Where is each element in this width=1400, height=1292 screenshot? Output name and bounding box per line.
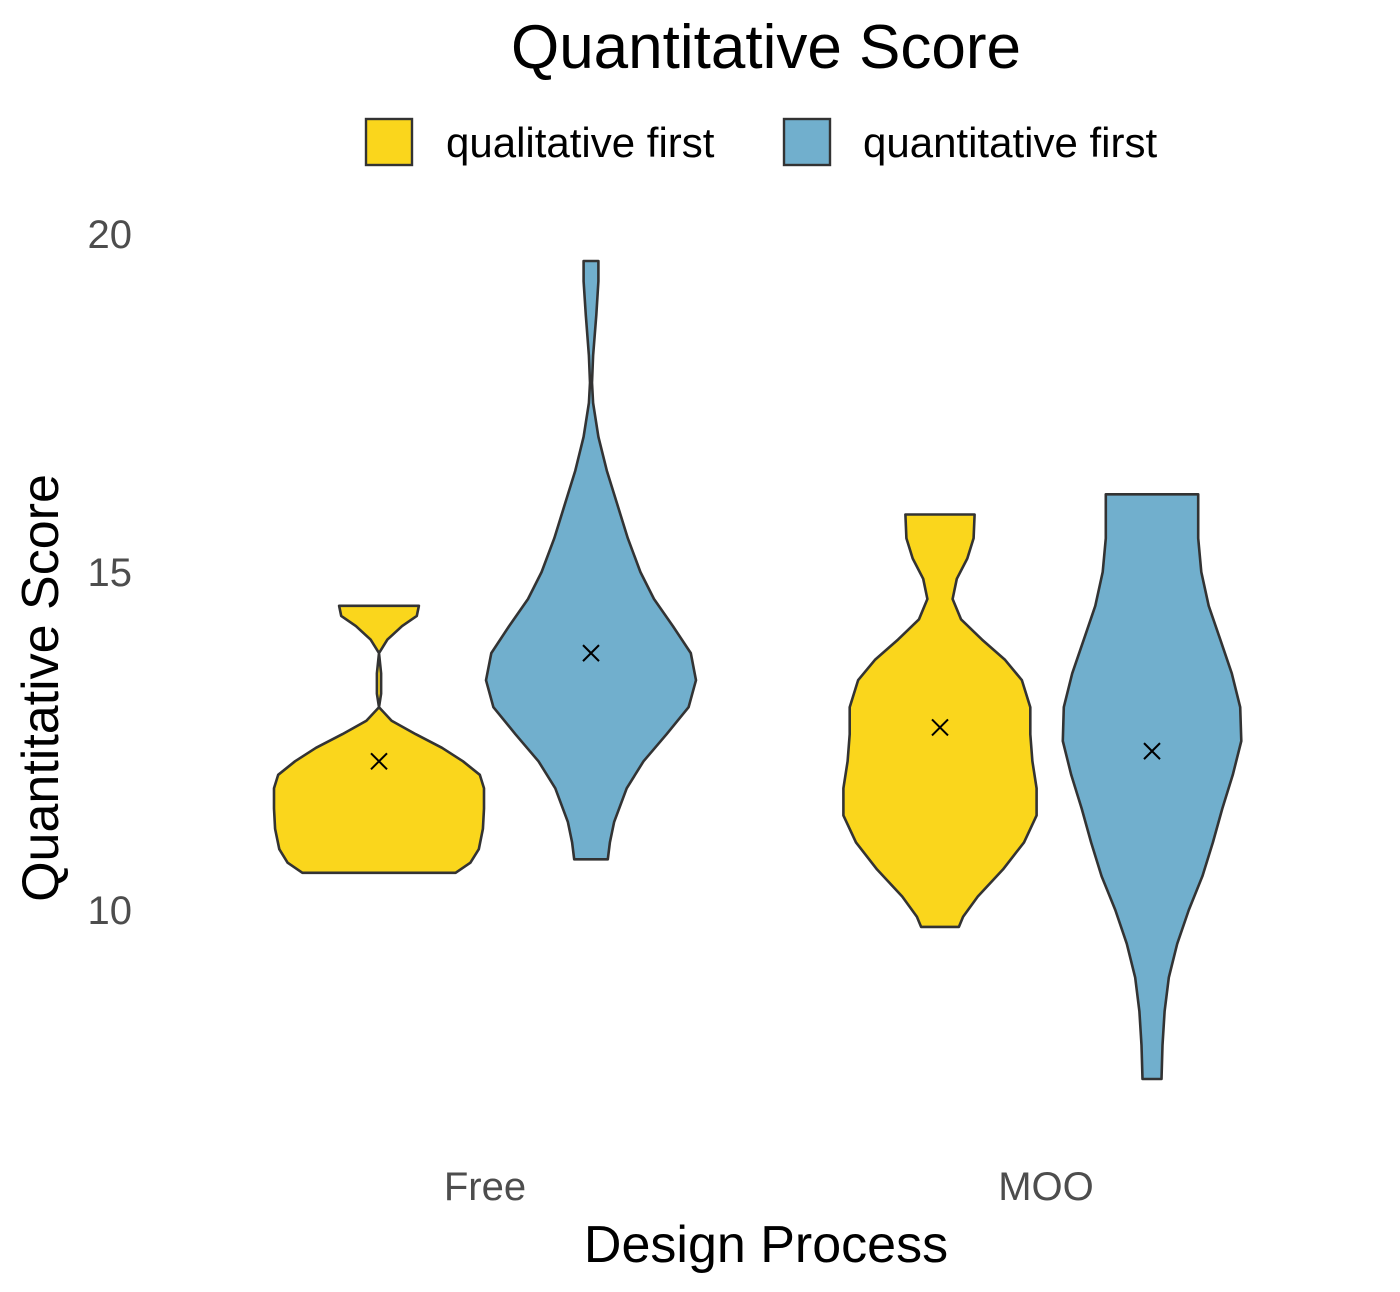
legend-key [782,117,832,167]
violin-free-series-1 [272,604,486,875]
x-tick-label: Free [444,1165,526,1209]
legend-label: quantitative first [863,119,1157,166]
violin-moo-series-1 [842,513,1038,929]
x-axis-title: Design Process [584,1216,948,1274]
y-tick-label: 10 [88,889,133,933]
y-axis-title: Quantitative Score [12,474,70,902]
y-tick-label: 20 [88,213,133,257]
legend-key [364,117,414,167]
chart-title: Quantitative Score [511,13,1021,82]
mean-marker [931,718,949,737]
mean-marker [582,644,600,662]
y-tick-label: 15 [88,551,133,595]
y-axis-ticks: 10 15 20 [88,213,133,933]
x-axis-ticks: Free MOO [444,1165,1094,1209]
x-tick-label: MOO [998,1165,1094,1209]
violin-moo-series-2 [1061,493,1243,1081]
plot-area [272,259,1243,1081]
mean-marker [1143,742,1161,760]
violin-free-series-2 [484,259,698,861]
legend-label: qualitative first [446,119,715,166]
mean-marker [370,752,388,770]
legend: qualitative first quantitative first [364,117,1157,167]
